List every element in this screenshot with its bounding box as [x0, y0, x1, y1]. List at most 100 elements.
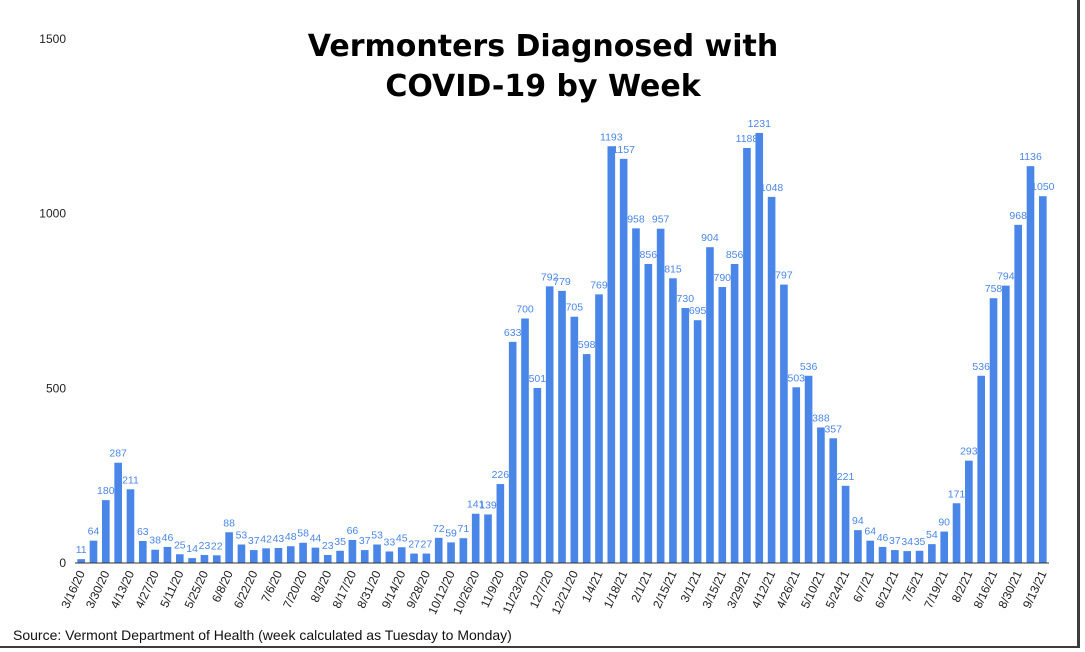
y-tick-label: 1500 [39, 32, 66, 46]
bar [151, 549, 159, 563]
bar [262, 548, 270, 563]
data-label: 37 [248, 535, 260, 547]
bar [1039, 196, 1047, 563]
data-label: 226 [492, 469, 510, 481]
data-label: 388 [812, 412, 830, 424]
data-label: 59 [445, 527, 457, 539]
data-label: 1136 [1019, 151, 1042, 163]
bar [644, 263, 653, 563]
bar [595, 294, 603, 563]
data-label: 293 [960, 446, 978, 458]
bar [928, 544, 936, 563]
data-label: 171 [948, 488, 966, 500]
bar [952, 503, 961, 563]
data-label: 180 [97, 485, 115, 497]
data-label: 501 [529, 373, 547, 385]
bar [730, 263, 739, 563]
y-tick-label: 1000 [39, 207, 66, 221]
data-label: 536 [972, 361, 990, 373]
chart-title: Vermonters Diagnosed with COVID-19 by We… [308, 29, 778, 104]
bar [693, 320, 702, 563]
y-tick-label: 0 [59, 556, 66, 570]
x-tick-label: 7/6/20 [258, 568, 285, 604]
bar [632, 228, 640, 563]
data-label: 792 [541, 271, 559, 283]
bar [533, 387, 542, 563]
data-label: 968 [1009, 210, 1027, 222]
data-label: 139 [479, 499, 497, 511]
data-label: 1193 [600, 131, 623, 143]
bar [545, 286, 554, 563]
data-label: 503 [787, 372, 805, 384]
data-label: 33 [384, 536, 396, 548]
data-label: 695 [689, 305, 707, 317]
data-label: 27 [408, 539, 420, 551]
bar [854, 530, 862, 563]
data-label: 37 [359, 535, 371, 547]
data-label: 63 [137, 526, 149, 538]
bar [891, 550, 899, 563]
bar [1014, 224, 1022, 563]
data-label: 536 [800, 361, 818, 373]
bar [718, 287, 727, 563]
bar [410, 553, 418, 563]
bar [669, 278, 677, 563]
data-label: 94 [852, 515, 864, 527]
bar [336, 550, 344, 563]
bar [743, 147, 751, 564]
data-label: 46 [162, 532, 174, 544]
bar [385, 551, 394, 563]
bar [138, 540, 147, 563]
data-label: 23 [199, 540, 211, 552]
bar [903, 551, 912, 563]
data-label: 44 [310, 533, 322, 545]
data-label: 779 [553, 276, 571, 288]
bar [459, 538, 468, 563]
bars [77, 132, 1047, 564]
bar [212, 555, 221, 563]
bar [508, 341, 517, 563]
data-label: 71 [458, 523, 470, 535]
bar [496, 484, 505, 563]
bar [521, 318, 529, 563]
x-tick-label: 1/4/21 [579, 568, 606, 604]
data-label: 769 [590, 279, 608, 291]
data-label: 53 [236, 529, 248, 541]
bar [200, 554, 209, 563]
x-axis: 3/16/203/30/204/13/204/27/205/11/205/25/… [58, 568, 1049, 617]
data-label: 598 [578, 339, 596, 351]
x-tick-label: 6/8/20 [209, 568, 236, 604]
bar [940, 531, 949, 563]
data-label: 287 [109, 448, 127, 460]
data-label: 37 [889, 535, 901, 547]
bar [102, 500, 110, 563]
data-label: 53 [371, 529, 383, 541]
data-label: 797 [775, 270, 793, 282]
bar [77, 559, 85, 563]
data-label: 11 [76, 544, 87, 556]
x-tick-label: 2/1/21 [628, 568, 655, 604]
bar [471, 513, 480, 563]
bar [915, 550, 924, 563]
data-label: 45 [396, 532, 408, 544]
data-label: 72 [433, 523, 445, 535]
bar [792, 387, 801, 563]
data-label: 58 [297, 528, 309, 540]
data-label: 34 [901, 536, 913, 548]
data-label: 700 [516, 303, 534, 315]
x-tick-label: 3/1/21 [678, 568, 705, 604]
chart-title-line-1: Vermonters Diagnosed with [308, 29, 778, 64]
bar [1026, 166, 1035, 563]
data-label: 790 [714, 272, 732, 284]
data-label: 141 [467, 499, 485, 511]
data-label: 64 [864, 526, 876, 538]
bar [249, 550, 258, 563]
bar [274, 547, 283, 563]
data-label: 211 [122, 474, 139, 486]
chart-title-line-2: COVID-19 by Week [385, 69, 701, 104]
bar [188, 558, 196, 563]
bar [225, 532, 233, 563]
x-tick-label: 8/2/21 [949, 568, 976, 604]
data-label: 1048 [760, 182, 784, 194]
bar [447, 542, 455, 563]
